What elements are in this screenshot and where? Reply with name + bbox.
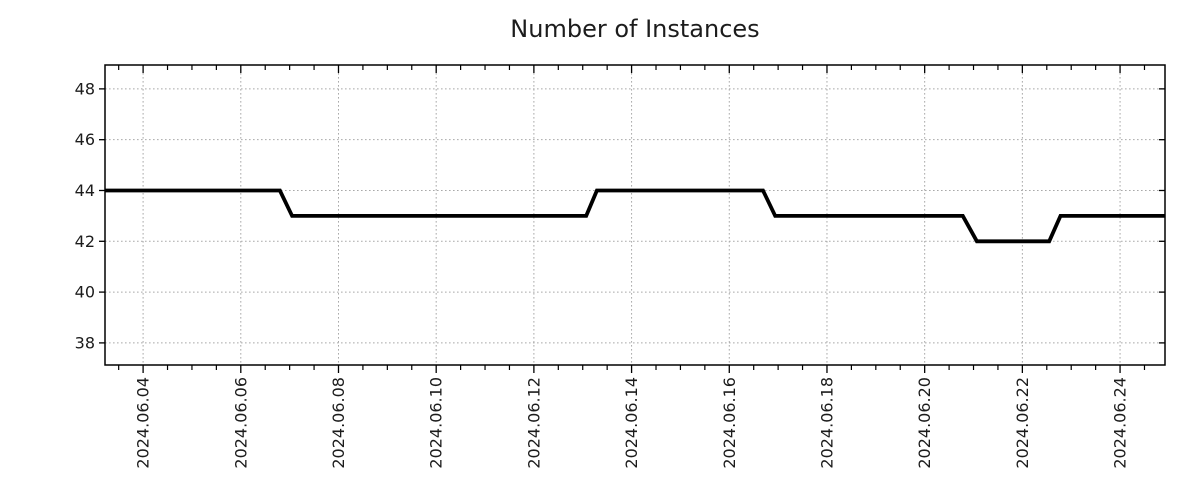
x-tick-label: 2024.06.24: [1111, 377, 1130, 469]
chart-title: Number of Instances: [510, 15, 760, 43]
x-tick-label: 2024.06.18: [817, 377, 836, 469]
x-tick-label: 2024.06.04: [134, 377, 153, 469]
series-line-instances: [105, 188, 1165, 244]
y-tick-label: 38: [75, 333, 95, 352]
x-tick-label: 2024.06.08: [329, 377, 348, 469]
x-tick-label: 2024.06.20: [915, 377, 934, 469]
y-tick-label: 46: [75, 130, 95, 149]
x-tick-label: 2024.06.10: [427, 377, 446, 469]
x-tick-label: 2024.06.06: [231, 377, 250, 469]
x-tick-label: 2024.06.14: [622, 377, 641, 469]
y-tick-label: 40: [75, 283, 95, 302]
x-tick-label: 2024.06.22: [1013, 377, 1032, 469]
x-tick-label: 2024.06.12: [524, 377, 543, 469]
y-tick-label: 48: [75, 79, 95, 98]
plot-frame: [104, 64, 1166, 366]
x-tick-label: 2024.06.16: [720, 377, 739, 469]
y-tick-label: 44: [75, 181, 95, 200]
y-tick-label: 42: [75, 232, 95, 251]
